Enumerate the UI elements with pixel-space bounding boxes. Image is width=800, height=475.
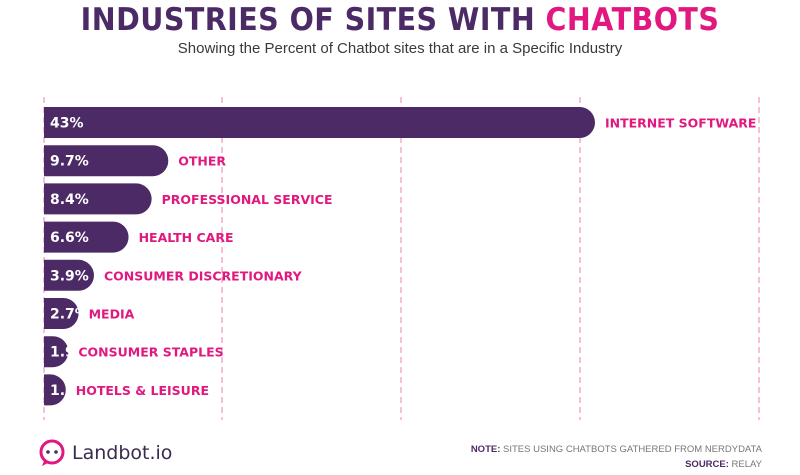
bar-value-label: 1.9% — [50, 345, 89, 361]
bar-category-label: MEDIA — [89, 307, 135, 322]
bar-category-label: PROFESSIONAL SERVICE — [162, 192, 333, 207]
chart-subtitle: Showing the Percent of Chatbot sites tha… — [177, 40, 623, 57]
bar-value-label: 3.9% — [50, 268, 89, 284]
bar-category-label: OTHER — [178, 154, 226, 169]
landbot-logo: Landbot.io — [38, 439, 172, 467]
note-label: NOTE: — [470, 444, 501, 455]
bar — [44, 183, 152, 215]
bar-value-label: 8.4% — [50, 192, 89, 208]
bar — [44, 221, 129, 253]
bar — [44, 298, 79, 329]
bar — [44, 107, 595, 138]
bars: 43% INTERNET SOFTWARE 9.7% OTHER 8.4% PROFESS… — [44, 107, 756, 406]
chart-title-main: INDUSTRIES OF SITES WITH — [80, 2, 546, 38]
landbot-logo-icon — [39, 439, 65, 466]
source-text: RELAY — [728, 459, 762, 470]
bar — [44, 259, 94, 291]
chart-title: INDUSTRIES OF SITES WITH CHATBOTS — [32, 2, 768, 38]
bar-category-label: CONSUMER STAPLES — [78, 345, 223, 360]
source-label: SOURCE: — [685, 459, 729, 470]
note-text: SITES USING CHATBOTS GATHERED FROM NERDY… — [500, 444, 762, 455]
bar-category-label: CONSUMER DISCRETIONARY — [104, 268, 303, 283]
bar-value-label: 1.7% — [50, 383, 89, 399]
chart-title-accent: CHATBOTS — [545, 2, 720, 38]
bar-value-label: 6.6% — [50, 230, 89, 246]
logo-text: Landbot.io — [72, 442, 173, 464]
bar-value-label: 2.7% — [50, 307, 89, 323]
bar-value-label: 9.7% — [50, 154, 89, 170]
bar-category-label: HOTELS & LEISURE — [76, 383, 209, 398]
bar — [44, 336, 69, 368]
bar — [44, 374, 66, 406]
bar-value-label: 43% — [50, 116, 84, 132]
bar-category-label: HEALTH CARE — [139, 230, 234, 245]
bar-category-label: INTERNET SOFTWARE — [605, 116, 756, 131]
footer-note: NOTE: SITES USING CHATBOTS GATHERED FROM… — [432, 444, 762, 455]
footer-source: SOURCE: RELAY — [432, 459, 762, 470]
bar — [44, 145, 169, 177]
